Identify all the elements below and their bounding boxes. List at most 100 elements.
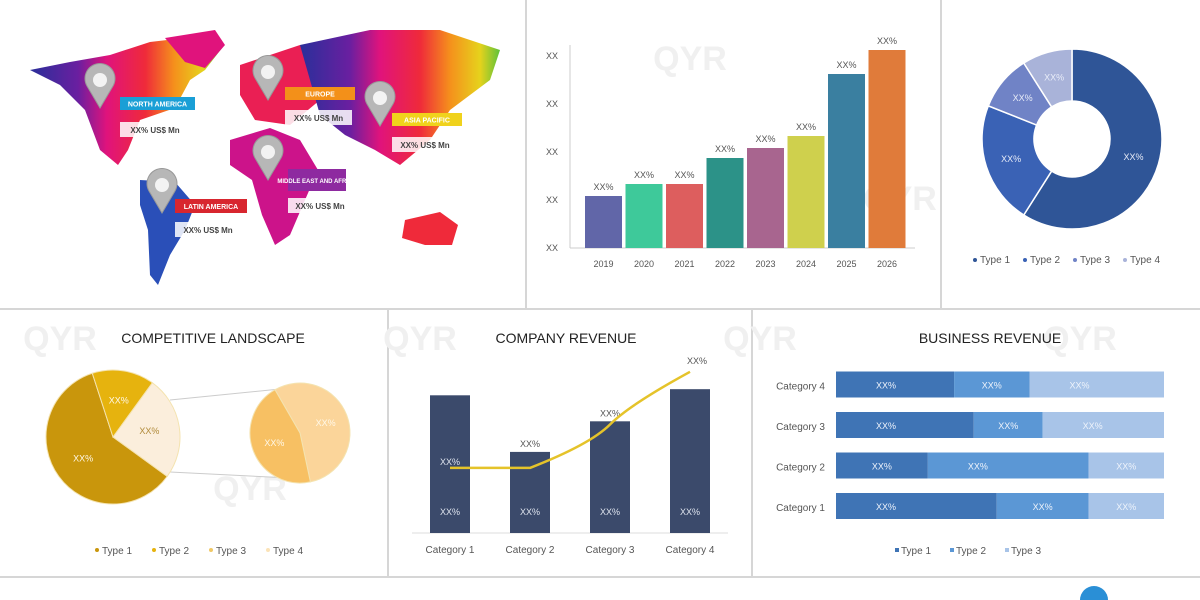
stacked-bar-segment [836,412,974,438]
stacked-bar-segment [954,371,1030,398]
region-label-box [120,97,195,110]
connector-line [169,387,291,401]
slice-label: XX% [264,438,284,448]
x-tick-label: 2026 [877,259,897,269]
legend-label: Type 1 [901,546,931,557]
region-value: XX% US$ Mn [130,126,179,135]
slice-label: XX% [73,454,93,464]
trend-line [450,370,691,470]
bar-2023 [747,148,784,248]
stacked-bar-segment [836,493,997,519]
y-tick-label: XX [546,147,558,157]
pie-slice [274,382,351,483]
chart-title: BUSINESS REVENUE [919,330,1061,346]
stacked-bar-segment [927,452,1089,479]
legend-marker [1023,258,1027,262]
bar-label: XX% [440,457,460,467]
stacked-bar-segment [836,452,928,479]
stacked-bar-segment [1029,371,1164,398]
brand-globe-icon [1080,586,1108,600]
bar-top-label: XX% [600,408,620,418]
region-label-box [392,113,462,126]
x-tick-label: Category 2 [506,545,555,556]
segment-label: XX% [876,421,896,431]
segment-label: XX% [1116,462,1136,472]
legend-label: Type 2 [159,546,189,557]
pie-slice [45,372,168,505]
region-value: XX% US$ Mn [295,202,344,211]
legend-label: Type 3 [1080,255,1110,266]
bar-2022 [706,158,744,248]
region-name: ASIA PACIFIC [404,118,450,125]
region-name: EUROPE [305,92,335,99]
world-map: NORTH AMERICA XX% US$ Mn EUROPE XX% US$ Mn A… [30,30,500,285]
bar-2026 [868,50,906,248]
connector-line [169,471,291,479]
bar-data-label: XX% [715,144,735,154]
x-tick-label: 2021 [674,259,694,269]
bar-data-label: XX% [836,60,856,70]
legend-marker [1005,548,1009,552]
legend-marker [152,548,156,552]
region-label-box [285,87,355,100]
x-tick-label: 2020 [634,259,654,269]
location-pin-hole [373,91,387,105]
region-value-box [285,110,352,125]
legend-label: Type 1 [980,255,1010,266]
slice-label: XX% [1013,93,1033,103]
legend-marker [1123,258,1127,262]
segment-label: XX% [998,421,1018,431]
x-tick-label: 2023 [755,259,775,269]
y-tick-label: Category 2 [776,463,825,474]
donut-slice-type-2 [981,104,1053,217]
line-end-label: XX% [687,356,707,366]
region-value-box [175,222,241,237]
panel-dividers [0,0,1200,578]
legend-label: Type 3 [1011,546,1041,557]
legend-marker [1073,258,1077,262]
stacked-bar-segment [973,412,1043,438]
region-name: LATIN AMERICA [184,204,238,211]
x-tick-label: 2025 [836,259,856,269]
location-pin-hole [155,178,169,192]
segment-label: XX% [968,462,988,472]
segment-label: XX% [1033,502,1053,512]
pie-slice [91,369,154,439]
stacked-bar-segment [1088,493,1164,519]
watermark-text: QYR [383,320,457,358]
slice-label: XX% [1001,154,1021,164]
legend-label: Type 1 [102,546,132,557]
region-name: MIDDLE EAST AND AFRICA [277,179,357,185]
bar-data-label: XX% [877,36,897,46]
donut-slice-type-4 [1022,48,1073,108]
bar-2020 [625,184,663,248]
chart-title: COMPANY REVENUE [495,330,636,346]
stacked-bar-segment [996,493,1089,519]
segment-label: XX% [876,502,896,512]
x-tick-label: Category 4 [666,545,715,556]
segment-label: XX% [1070,381,1090,391]
continent-africa [230,128,318,245]
bar-data-label: XX% [796,122,816,132]
watermark-text: QYR [723,320,797,358]
region-label-box [175,199,247,213]
segment-label: XX% [876,381,896,391]
donut-slice-type-1 [1022,48,1163,230]
bar-category-1 [430,395,470,533]
bar-2021 [666,184,703,248]
y-tick-label: XX [546,51,558,61]
bar-top-label: XX% [520,439,540,449]
chart-title: COMPETITIVE LANDSCAPE [121,330,305,346]
pie-slice [249,389,311,484]
watermark-text: QYR [653,40,727,78]
location-pin-hole [261,145,275,159]
stacked-bar-segment [1088,452,1164,479]
bar-data-label: XX% [674,170,694,180]
watermark-text: QYR [23,320,97,358]
location-pin-hole [261,65,275,79]
continent-greenland [165,30,225,68]
slice-label: XX% [1044,73,1064,83]
bar-data-label: XX% [634,170,654,180]
y-tick-label: XX [546,99,558,109]
